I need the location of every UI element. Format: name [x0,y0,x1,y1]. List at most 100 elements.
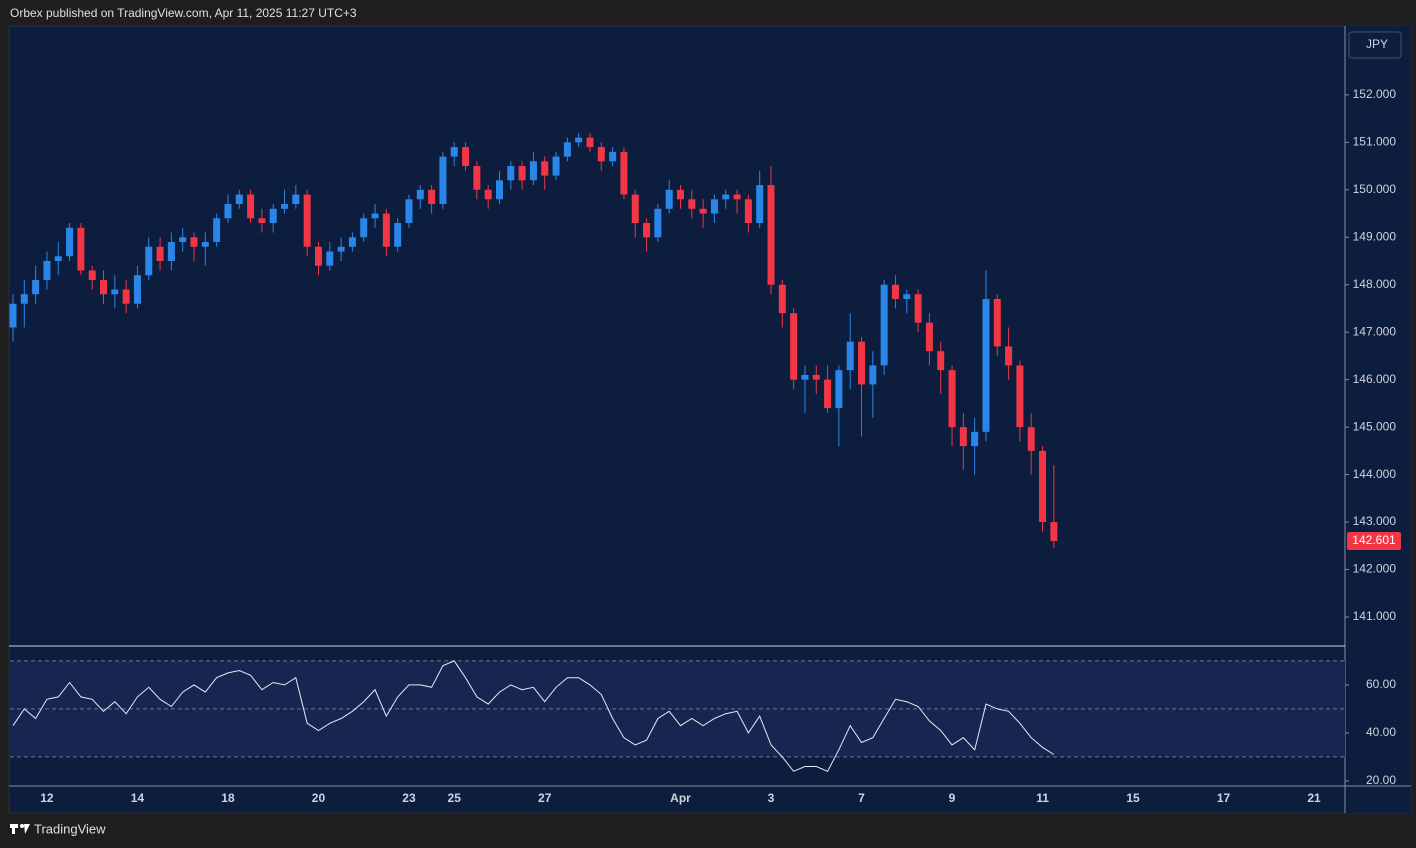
candle-body [620,151,628,195]
candle-body [529,161,537,181]
candle-body [518,166,526,181]
candle-body [462,147,470,167]
candle-body [428,189,436,205]
candle-body [993,298,1001,347]
candle-body [382,213,390,247]
candle-body [722,194,730,200]
candle-body [937,351,945,371]
candle-body [337,246,345,252]
y-tick-label: 141.000 [1353,609,1397,623]
candle-body [32,279,40,295]
y-tick-label: 143.000 [1353,514,1397,528]
x-tick-label: 27 [538,791,552,805]
candle-body [416,189,424,200]
candle-body [575,137,583,143]
y-tick-label: 152.000 [1353,87,1397,101]
candle-body [9,303,17,328]
candle-body [258,218,266,224]
candle-body [269,208,277,224]
tv-logo [10,824,30,834]
y-tick-label: 40.00 [1366,725,1396,739]
x-tick-label: 18 [221,791,235,805]
candle-body [541,161,549,176]
footer-brand: TradingView [34,821,106,836]
x-tick-label: 23 [402,791,416,805]
candle-body [925,322,933,352]
candle-body [495,180,503,200]
candle-body [201,242,209,247]
y-tick-label: 145.000 [1353,419,1397,433]
candle-body [66,227,74,257]
x-tick-label: 7 [858,791,865,805]
x-tick-label: 17 [1217,791,1231,805]
candle-body [439,156,447,205]
y-tick-label: 20.00 [1366,773,1396,787]
x-tick-label: 25 [448,791,462,805]
y-tick-label: 146.000 [1353,372,1397,386]
candle-body [948,370,956,428]
candle-body [631,194,639,224]
candle-body [643,223,651,238]
candle-body [88,270,96,280]
candle-body [371,213,379,219]
candle-body [982,298,990,432]
candle-body [688,199,696,209]
last-price-label: 142.601 [1352,533,1396,547]
x-tick-label: 3 [768,791,775,805]
candle-body [224,204,232,219]
candle-body [880,284,888,366]
y-tick-label: 151.000 [1353,135,1397,149]
candle-body [314,246,322,266]
candle-body [609,151,617,162]
rsi-line [12,660,1055,772]
candle-body [100,279,108,295]
candle-body [563,142,571,157]
candle-body [484,189,492,200]
y-tick-label: 150.000 [1353,182,1397,196]
candle-body [303,194,311,247]
candle-body [360,218,368,238]
candle-body [156,246,164,262]
candle-body [846,341,854,371]
y-tick-label: 148.000 [1353,277,1397,291]
candle-body [405,199,413,224]
x-tick-label: 9 [949,791,956,805]
candle-body [281,204,289,209]
candle-body [348,237,356,247]
candle-body [869,365,877,385]
y-tick-label: 147.000 [1353,324,1397,338]
candle-body [756,185,764,224]
candle-body [654,208,662,238]
candle-body [145,246,153,276]
candle-body [665,189,673,209]
x-tick-label: 12 [40,791,54,805]
currency-badge[interactable]: JPY [1366,37,1388,51]
candle-body [190,237,198,247]
candle-body [767,185,775,285]
candle-body [111,289,119,295]
candle-body [914,294,922,323]
candle-body [54,256,62,262]
candle-body [43,261,51,280]
candle-body [1005,346,1013,366]
candle-body [235,194,243,205]
candle-body [1016,365,1024,428]
candle-body [971,431,979,447]
candle-body [292,194,300,205]
x-tick-label: 11 [1036,791,1049,805]
candle-body [326,251,334,266]
candle-body [122,289,130,304]
candle-body [835,370,843,409]
candle-body [213,218,221,243]
candle-body [450,147,458,157]
candle-body [473,166,481,190]
candle-body [1039,450,1047,523]
last-price-tag [1347,532,1401,551]
candle-body [507,166,515,181]
candle-body [801,374,809,380]
candle-body [858,341,866,385]
candle-body [167,242,175,262]
candle-body [1050,522,1058,542]
